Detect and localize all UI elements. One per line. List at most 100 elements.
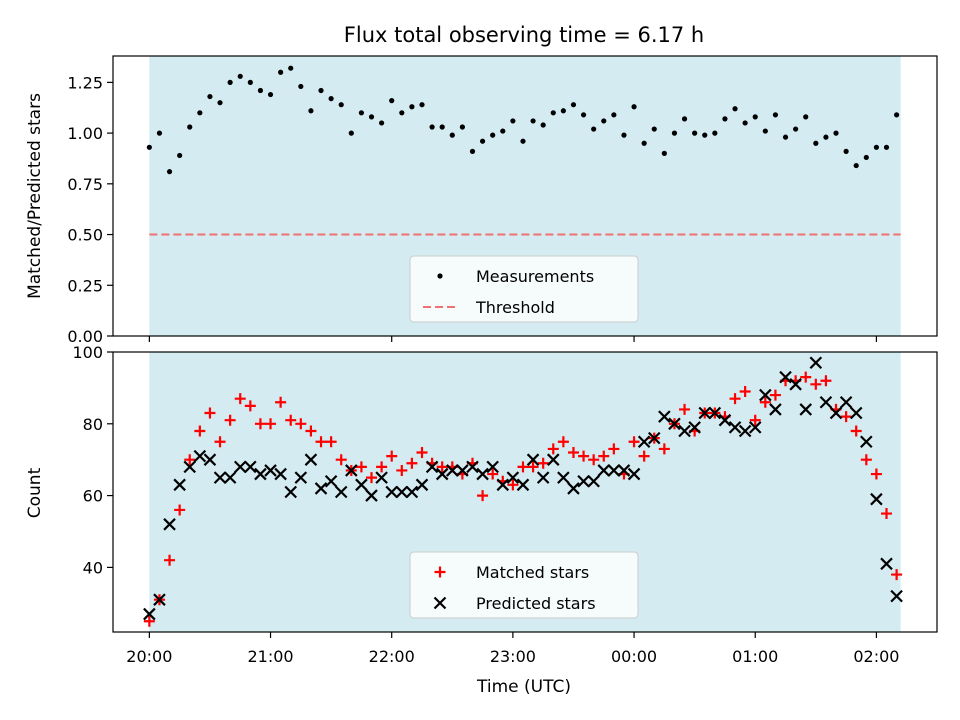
measurement-point (722, 116, 728, 122)
measurement-point (166, 169, 173, 175)
predicted-star-point (546, 453, 560, 466)
count-x-tick-label: 00:00 (611, 647, 657, 666)
count-x-tick-label: 20:00 (126, 647, 172, 666)
matched-star-point (143, 615, 155, 627)
measurement-point (399, 110, 405, 116)
measurement-point (217, 100, 223, 106)
predicted-star-point (617, 464, 631, 477)
matched-star-point (850, 425, 862, 437)
measurement-point (631, 104, 637, 110)
measurement-point (681, 116, 688, 122)
measurement-point (429, 124, 435, 130)
measurement-point (611, 112, 617, 118)
predicted-star-point (860, 435, 873, 449)
ratio-y-tick-label: 0.75 (67, 175, 103, 194)
predicted-star-point (244, 460, 257, 474)
measurement-point (469, 148, 476, 154)
measurement-point (247, 79, 253, 85)
predicted-star-point (304, 453, 318, 466)
matched-star-point (749, 414, 761, 426)
measurement-point (803, 114, 809, 120)
measurement-point (409, 104, 415, 110)
measurement-point (288, 65, 294, 71)
count-y-tick-label: 100 (72, 343, 103, 362)
measurement-point (661, 150, 667, 156)
predicted-star-point (345, 464, 358, 477)
predicted-star-point (870, 492, 883, 506)
matched-star-point (477, 490, 489, 502)
measurement-point (752, 114, 758, 120)
ratio-y-tick-label: 0.00 (67, 327, 103, 346)
matched-star-point (567, 447, 579, 459)
matched-star-point (376, 461, 388, 473)
predicted-star-point (334, 485, 348, 499)
measurement-point (298, 83, 304, 90)
measurement-point (146, 144, 152, 150)
measurement-point (671, 130, 678, 136)
predicted-star-point (839, 395, 853, 409)
measurement-point (540, 122, 546, 128)
predicted-star-point (789, 378, 802, 391)
measurement-point (500, 128, 506, 134)
measurement-point (338, 102, 344, 108)
predicted-star-point (668, 417, 681, 431)
count-x-tick-label: 23:00 (490, 647, 536, 666)
ratio-panel: 0.00 0.25 0.50 0.75 1.00 1.25 Measurements Thre… (67, 55, 938, 346)
legend-matched-marker (434, 566, 446, 578)
measurement-point (318, 87, 324, 94)
predicted-star-point (516, 478, 530, 492)
measurement-point (833, 130, 839, 136)
predicted-star-point (769, 403, 782, 416)
predicted-star-point (456, 464, 469, 477)
measurement-point (732, 106, 738, 112)
measurement-point (520, 138, 526, 144)
matched-star-point (285, 414, 297, 426)
measurement-point (580, 112, 587, 118)
predicted-star-point (203, 453, 217, 466)
measurement-point (692, 130, 698, 136)
measurement-point (177, 152, 183, 159)
ratio-legend-box (409, 255, 639, 323)
measurement-point (873, 144, 880, 150)
measurement-point (894, 112, 900, 118)
measurement-point (641, 140, 647, 146)
matched-star-point (840, 411, 852, 423)
predicted-star-point (849, 406, 863, 420)
measurement-point (702, 132, 708, 138)
matched-star-point (295, 418, 307, 430)
predicted-star-point (890, 589, 903, 603)
measurement-point (449, 132, 455, 138)
predicted-star-point (355, 478, 368, 492)
predicted-star-point (759, 388, 772, 402)
count-legend-label: Matched stars (476, 563, 589, 582)
measurement-point (772, 112, 779, 118)
measurement-point (368, 114, 375, 120)
matched-star-point (739, 385, 751, 397)
matched-star-point (679, 403, 691, 415)
matched-star-point (628, 436, 640, 448)
count-x-tick-label: 22:00 (369, 647, 415, 666)
predicted-star-point (153, 593, 166, 606)
predicted-star-point (223, 471, 237, 484)
measurement-point (601, 118, 607, 124)
predicted-star-point (597, 464, 611, 477)
measurement-point (550, 110, 556, 116)
measurement-point (389, 98, 395, 104)
matched-star-point (759, 396, 771, 408)
measurement-point (278, 69, 284, 75)
predicted-star-point (748, 421, 762, 434)
chart-title: Flux total observing time = 6.17 h (344, 23, 704, 47)
predicted-star-point (314, 482, 328, 495)
measurement-point (237, 73, 243, 79)
measurement-point (156, 130, 163, 136)
predicted-star-point (466, 460, 479, 474)
measurement-point (479, 138, 486, 144)
measurement-point (591, 126, 597, 132)
count-panel: 40 60 80 100 20:00 21:00 22:00 23:00 00:00 01:00 0… (72, 343, 938, 666)
matched-star-point (769, 389, 781, 401)
predicted-star-point (264, 464, 277, 477)
count-y-axis-label: Count (25, 467, 45, 518)
matched-star-point (416, 447, 428, 459)
predicted-star-point (415, 478, 429, 492)
predicted-star-point (577, 474, 590, 488)
